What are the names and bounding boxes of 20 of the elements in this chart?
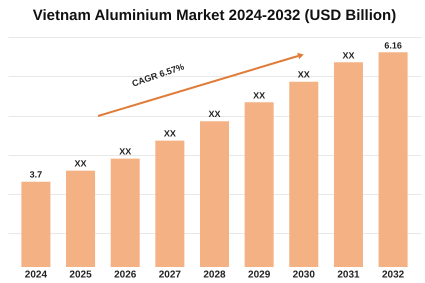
x-tick-label: 2028 [203,270,226,280]
chart-title: Vietnam Aluminium Market 2024-2032 (USD Billion) [32,7,396,24]
data-label: XX [342,50,354,60]
x-tick-label: 2031 [337,270,360,280]
annotation: CAGR 6.57% [130,61,186,89]
data-label: XX [208,109,221,120]
data-label: XX [119,146,132,157]
data-label: XX [164,128,176,139]
x-tick-label: 2026 [114,270,137,280]
x-tick-label: 2027 [158,270,182,280]
x-tick-label: 2024 [24,270,48,280]
data-label: 3.7 [30,170,42,180]
data-label: 6.16 [384,40,402,50]
data-label: XX [253,90,266,100]
data-label: XX [298,70,310,80]
x-tick-label: 2029 [248,270,271,280]
data-label: XX [74,158,87,169]
x-tick-label: 2030 [292,270,316,280]
x-tick-label: 2025 [69,270,92,280]
x-tick-label: 2032 [382,270,405,280]
